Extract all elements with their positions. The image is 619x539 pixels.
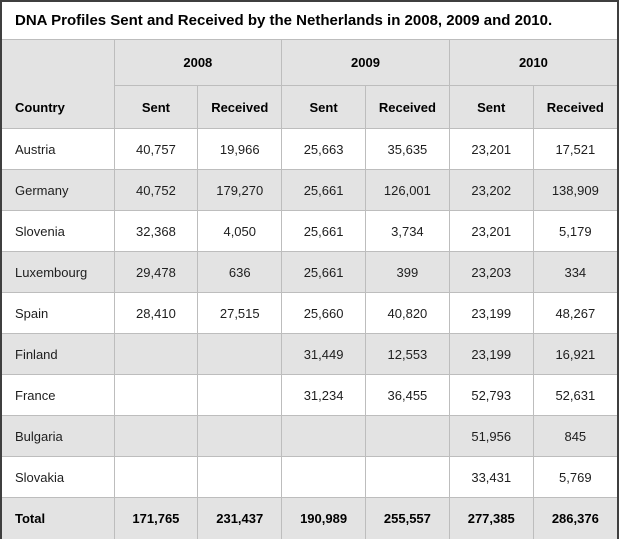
country-cell: Austria	[2, 128, 115, 170]
value-cell: 52,631	[532, 374, 617, 416]
country-cell: Slovenia	[2, 210, 115, 252]
value-cell: 27,515	[197, 292, 283, 334]
page-title: DNA Profiles Sent and Received by the Ne…	[2, 2, 617, 40]
value-cell	[113, 456, 199, 498]
value-cell: 23,203	[448, 251, 534, 293]
value-cell	[364, 415, 450, 457]
country-cell: France	[2, 374, 115, 416]
value-cell: 29,478	[113, 251, 199, 293]
value-cell	[197, 374, 283, 416]
value-cell: 25,661	[281, 251, 366, 293]
table-row-total: Total 171,765 231,437 190,989 255,557 27…	[2, 497, 617, 539]
year-header-2010: 2010	[448, 40, 617, 86]
value-cell: 19,966	[197, 128, 283, 170]
value-cell: 52,793	[448, 374, 534, 416]
value-cell	[197, 415, 283, 457]
value-cell	[197, 333, 283, 375]
value-cell: 12,553	[364, 333, 450, 375]
country-cell: Luxembourg	[2, 251, 115, 293]
value-cell	[113, 374, 199, 416]
table-row-luxembourg: Luxembourg 29,478 636 25,661 399 23,203 …	[2, 251, 617, 293]
value-cell: 36,455	[364, 374, 450, 416]
value-cell: 5,769	[532, 456, 617, 498]
value-cell: 5,179	[532, 210, 617, 252]
value-cell: 17,521	[532, 128, 617, 170]
value-cell: 399	[364, 251, 450, 293]
table-row-austria: Austria 40,757 19,966 25,663 35,635 23,2…	[2, 128, 617, 170]
table-row-spain: Spain 28,410 27,515 25,660 40,820 23,199…	[2, 292, 617, 334]
table-row-slovenia: Slovenia 32,368 4,050 25,661 3,734 23,20…	[2, 210, 617, 252]
value-cell: 23,199	[448, 333, 534, 375]
value-cell	[113, 415, 199, 457]
table-row-germany: Germany 40,752 179,270 25,661 126,001 23…	[2, 169, 617, 211]
value-cell: 33,431	[448, 456, 534, 498]
total-value-cell: 277,385	[448, 497, 534, 539]
received-header-2009: Received	[364, 85, 450, 129]
value-cell: 40,757	[113, 128, 199, 170]
table-row-slovakia: Slovakia 33,431 5,769	[2, 456, 617, 498]
value-cell: 636	[197, 251, 283, 293]
total-value-cell: 255,557	[364, 497, 450, 539]
value-cell: 25,661	[281, 210, 366, 252]
value-cell: 51,956	[448, 415, 534, 457]
value-cell: 40,752	[113, 169, 199, 211]
value-cell: 3,734	[364, 210, 450, 252]
value-cell: 23,199	[448, 292, 534, 334]
sent-header-2009: Sent	[281, 85, 366, 129]
value-cell: 25,661	[281, 169, 366, 211]
year-header-2008: 2008	[113, 40, 283, 86]
country-cell: Slovakia	[2, 456, 115, 498]
year-header-2009: 2009	[281, 40, 450, 86]
value-cell: 31,234	[281, 374, 366, 416]
sent-header-2010: Sent	[448, 85, 534, 129]
value-cell	[281, 456, 366, 498]
value-cell	[197, 456, 283, 498]
table-row-france: France 31,234 36,455 52,793 52,631	[2, 374, 617, 416]
table-row-bulgaria: Bulgaria 51,956 845	[2, 415, 617, 457]
value-cell: 23,202	[448, 169, 534, 211]
value-cell: 48,267	[532, 292, 617, 334]
received-header-2010: Received	[532, 85, 617, 129]
value-cell: 25,660	[281, 292, 366, 334]
value-cell: 23,201	[448, 210, 534, 252]
value-cell: 845	[532, 415, 617, 457]
value-cell: 4,050	[197, 210, 283, 252]
value-cell: 138,909	[532, 169, 617, 211]
received-header-2008: Received	[197, 85, 283, 129]
value-cell	[281, 415, 366, 457]
value-cell: 40,820	[364, 292, 450, 334]
value-cell: 35,635	[364, 128, 450, 170]
total-value-cell: 171,765	[113, 497, 199, 539]
value-cell: 179,270	[197, 169, 283, 211]
value-cell: 32,368	[113, 210, 199, 252]
value-cell: 23,201	[448, 128, 534, 170]
value-cell	[364, 456, 450, 498]
country-cell: Finland	[2, 333, 115, 375]
value-cell: 16,921	[532, 333, 617, 375]
dna-profiles-table: Country 2008 2009 2010 Sent Received Sen…	[2, 40, 617, 539]
country-cell: Bulgaria	[2, 415, 115, 457]
total-value-cell: 286,376	[532, 497, 617, 539]
country-header: Country	[2, 40, 115, 129]
year-header-row: Country 2008 2009 2010	[2, 40, 617, 129]
value-cell: 126,001	[364, 169, 450, 211]
total-label-cell: Total	[2, 497, 115, 539]
value-cell: 25,663	[281, 128, 366, 170]
sent-header-2008: Sent	[114, 85, 199, 129]
value-cell: 31,449	[281, 333, 366, 375]
total-value-cell: 231,437	[197, 497, 283, 539]
value-cell	[113, 333, 199, 375]
table-row-finland: Finland 31,449 12,553 23,199 16,921	[2, 333, 617, 375]
country-cell: Spain	[2, 292, 115, 334]
value-cell: 28,410	[113, 292, 199, 334]
country-cell: Germany	[2, 169, 115, 211]
value-cell: 334	[532, 251, 617, 293]
total-value-cell: 190,989	[281, 497, 366, 539]
